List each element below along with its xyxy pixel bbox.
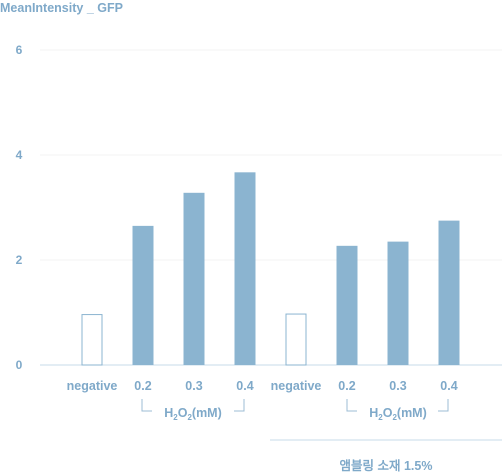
bar-g1-0_2 [132, 225, 154, 365]
chart-title: MeanIntensity _ GFP [0, 1, 123, 15]
x-tick-label-g1-3: 0.4 [236, 379, 253, 393]
x-tick-labels: negative 0.2 0.3 0.4 negative 0.2 0.3 0.4 [67, 379, 458, 393]
x-tick-label-g2-2: 0.3 [389, 379, 406, 393]
bracket-right-2 [438, 399, 449, 412]
bracket-left-2 [346, 399, 357, 412]
bar-g2-negative [285, 313, 307, 366]
x-tick-label-g2-3: 0.4 [440, 379, 457, 393]
y-tick-label-0: 0 [16, 358, 23, 372]
x-tick-label-g1-0: negative [67, 379, 118, 393]
y-tick-label-2: 2 [16, 253, 23, 267]
h2o2-bracket-group-1: H2O2(mM) [141, 399, 245, 422]
bar-g2-0_3 [387, 241, 409, 365]
bar-g1-0_4 [234, 172, 256, 365]
bar-g2-0_4 [438, 220, 460, 365]
bracket-right-1 [234, 399, 245, 412]
x-tick-label-g1-2: 0.3 [185, 379, 202, 393]
sub-label-2: H2O2(mM) [369, 406, 427, 422]
bars [81, 172, 460, 366]
group-2-label: 앰블링 소재 1.5% [340, 458, 433, 473]
y-tick-label-6: 6 [16, 43, 23, 57]
bracket-left-1 [141, 399, 152, 412]
bar-g2-0_2 [336, 245, 358, 365]
x-tick-label-g2-0: negative [271, 379, 322, 393]
bar-g1-negative [81, 314, 103, 366]
sub-label-1: H2O2(mM) [164, 406, 222, 422]
bar-g1-0_3 [183, 192, 205, 365]
x-tick-label-g1-1: 0.2 [134, 379, 151, 393]
y-tick-label-4: 4 [16, 148, 23, 162]
y-axis: 0 2 4 6 [16, 43, 502, 372]
h2o2-bracket-group-2: H2O2(mM) [346, 399, 449, 422]
x-tick-label-g2-1: 0.2 [338, 379, 355, 393]
